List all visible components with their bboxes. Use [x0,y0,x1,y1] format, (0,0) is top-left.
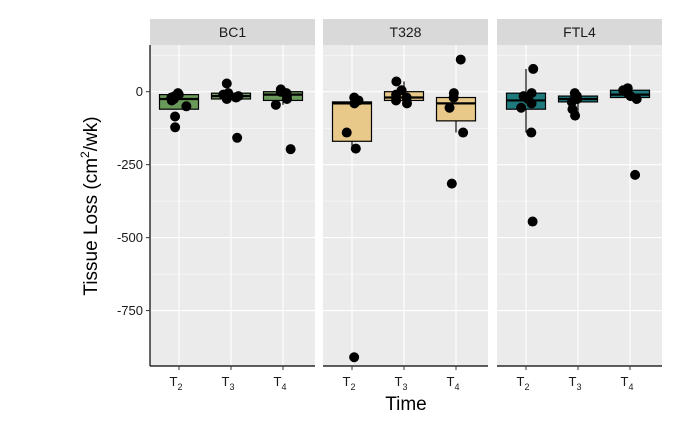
data-point [526,98,537,109]
x-tick-label-subscript: 2 [524,382,529,392]
data-point [285,144,296,155]
x-tick-label-base: T [447,374,455,389]
y-title-main: Tissue Loss (cm [81,158,102,296]
x-tick-label: T4 [274,374,287,392]
x-tick-label: T2 [343,374,356,392]
data-point [631,93,642,104]
x-tick-label-base: T [621,374,629,389]
box-ftl4-t2 [505,63,547,227]
x-tick-label-base: T [274,374,282,389]
data-point [458,127,469,138]
box-bc1-t4 [262,84,304,155]
x-tick-label: T4 [447,374,460,392]
box-bc1-t3 [210,78,252,143]
data-point [455,54,466,65]
data-point [401,98,412,109]
panel-ftl4: FTL4 [497,19,662,366]
data-point [170,111,181,122]
x-tick-label: T3 [569,374,582,392]
data-point [446,178,457,189]
x-tick-label-subscript: 2 [350,382,355,392]
x-tick-label-subscript: 3 [229,382,234,392]
panel-strip [497,19,662,45]
x-tick-label-base: T [569,374,577,389]
x-tick-label: T4 [621,374,634,392]
y-title-tail: /wk) [81,116,102,151]
y-tick-label: -500 [117,230,143,245]
panel-strip-label: FTL4 [563,24,596,40]
data-point [350,143,361,154]
x-tick-label-base: T [170,374,178,389]
data-point [231,92,242,103]
data-point [281,93,292,104]
box-ftl4-t3 [557,88,599,121]
x-tick-label: T2 [170,374,183,392]
panels-layer: BC1 T328 FTL4 [150,19,662,366]
data-point [349,98,360,109]
data-point [232,132,243,143]
box-t328-t2 [331,92,373,363]
data-point [391,76,402,87]
data-point [444,102,455,113]
panel-strip-label: BC1 [219,24,246,40]
panel-strip [150,19,315,45]
y-title-superscript: 2 [78,151,92,158]
data-point [391,95,402,106]
x-tick-label-subscript: 4 [281,382,286,392]
x-tick-label-subscript: 4 [628,382,633,392]
x-tick-label: T3 [222,374,235,392]
data-point [570,110,581,121]
data-point [630,169,641,180]
x-axis-title: Time [385,394,427,415]
data-point [566,96,577,107]
data-point [527,216,538,227]
box-t328-t3 [383,76,425,109]
box-t328-t4 [435,54,477,189]
box-ftl4-t4 [609,83,651,180]
axes-layer: T2 T3 T4 T2 T3 T4 T2 T3 T40-250-500-750 [117,45,662,392]
panel-bc1: BC1 [150,19,315,366]
panel-t328: T328 [323,19,488,366]
data-point [528,63,539,74]
y-tick-label: -750 [117,303,143,318]
data-point [270,99,281,110]
panel-strip-label: T328 [390,24,422,40]
x-tick-label: T2 [517,374,530,392]
data-point [221,93,232,104]
data-point [516,102,527,113]
x-tick-label-subscript: 2 [177,382,182,392]
x-tick-label: T3 [395,374,408,392]
x-tick-label-subscript: 3 [576,382,581,392]
data-point [170,122,181,133]
box-bc1-t2 [158,88,200,133]
data-point [166,95,177,106]
data-point [221,78,232,89]
x-tick-label-subscript: 4 [454,382,459,392]
data-point [341,127,352,138]
data-point [349,352,360,363]
x-tick-label-subscript: 3 [402,382,407,392]
x-tick-label-base: T [517,374,525,389]
y-tick-label: -250 [117,157,143,172]
x-tick-label-base: T [395,374,403,389]
panel-strip [323,19,488,45]
y-tick-label: 0 [136,84,143,99]
data-point [181,101,192,112]
box-iqr [331,101,373,142]
data-point [448,92,459,103]
x-tick-label-base: T [222,374,230,389]
y-axis-title: Tissue Loss (cm2/wk) [78,116,102,295]
data-point [526,127,537,138]
x-tick-label-base: T [343,374,351,389]
